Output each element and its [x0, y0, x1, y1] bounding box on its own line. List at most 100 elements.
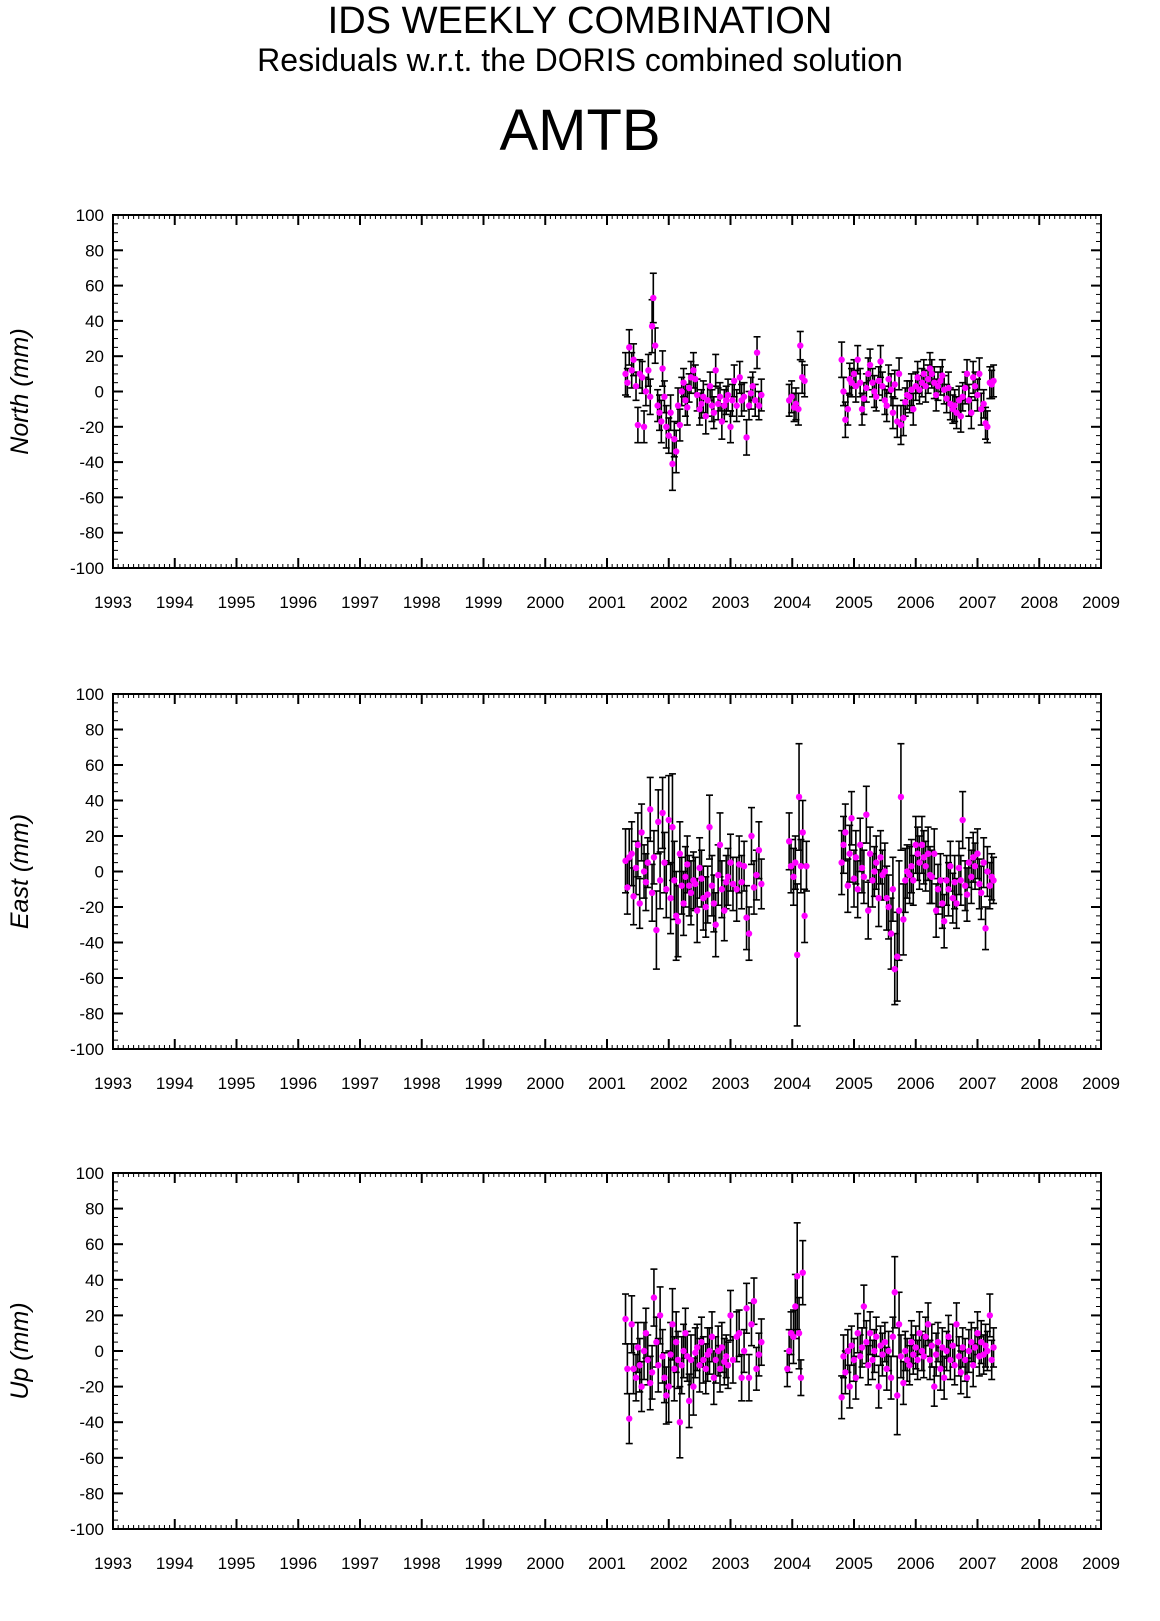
- east-data-point: [895, 907, 903, 914]
- up-data-point: [928, 1342, 936, 1349]
- east-data-point: [865, 907, 872, 914]
- north-y-tick-label: 0: [95, 383, 104, 402]
- east-y-tick-label: -40: [79, 934, 104, 953]
- up-data-point: [624, 1365, 631, 1373]
- up-data-point: [653, 1338, 660, 1346]
- north-data-point: [658, 418, 665, 425]
- north-data-point: [640, 423, 648, 430]
- east-data-point: [908, 862, 915, 870]
- east-data-point: [790, 873, 797, 881]
- up-data-point: [889, 1333, 897, 1340]
- north-data-point: [984, 423, 991, 430]
- up-data-point: [984, 1347, 991, 1355]
- up-data-point: [647, 1379, 654, 1387]
- east-data-point: [630, 893, 637, 900]
- east-data-point: [792, 859, 799, 866]
- east-data-point: [945, 886, 952, 893]
- up-x-tick-label: 2004: [773, 1554, 811, 1573]
- north-data-point: [622, 370, 629, 378]
- up-data-point: [939, 1344, 946, 1351]
- east-data-point: [846, 850, 853, 857]
- north-data-point: [883, 402, 890, 409]
- east-data-point: [743, 914, 750, 921]
- up-y-tick-label: -40: [79, 1413, 104, 1432]
- north-data-point: [902, 398, 909, 406]
- up-data-point: [740, 1347, 748, 1355]
- north-x-tick-label: 1994: [156, 593, 194, 612]
- east-data-point: [722, 878, 730, 886]
- up-x-tick-label: 2005: [835, 1554, 873, 1573]
- up-data-point: [854, 1330, 861, 1337]
- up-data-point: [978, 1338, 985, 1346]
- east-plot-frame: [112, 693, 1102, 1050]
- up-x-tick-label: 2009: [1082, 1554, 1120, 1573]
- north-data-point: [974, 391, 981, 399]
- east-data-point: [787, 862, 795, 870]
- east-data-point: [920, 854, 927, 861]
- east-x-tick-label: 2006: [897, 1074, 935, 1093]
- up-data-point: [873, 1333, 880, 1340]
- north-y-tick-label: -80: [79, 524, 104, 543]
- east-data-point: [885, 903, 892, 911]
- east-data-point: [902, 877, 909, 884]
- up-data-point: [842, 1369, 849, 1376]
- east-x-tick-label: 1995: [218, 1074, 256, 1093]
- up-data-point: [702, 1365, 709, 1373]
- up-data-point: [953, 1321, 960, 1328]
- east-x-tick-label: 2004: [773, 1074, 811, 1093]
- east-data-point: [753, 871, 760, 879]
- east-data-point: [797, 862, 805, 870]
- north-y-tick-label: -20: [79, 418, 104, 437]
- up-data-point: [718, 1344, 726, 1351]
- up-x-tick-label: 2008: [1020, 1554, 1058, 1573]
- east-data-point: [976, 880, 983, 888]
- east-data-point: [799, 829, 806, 836]
- east-data-point: [887, 930, 895, 937]
- north-data-point: [749, 383, 756, 390]
- up-data-point: [947, 1356, 954, 1364]
- east-data-point: [718, 886, 726, 893]
- up-data-point: [903, 1356, 911, 1364]
- up-data-point: [988, 1356, 995, 1364]
- north-data-point: [900, 414, 907, 422]
- east-data-point: [738, 878, 745, 886]
- up-data-point: [712, 1356, 719, 1364]
- north-data-point: [648, 322, 656, 330]
- east-data-point: [910, 877, 917, 884]
- north-y-tick-label: -60: [79, 488, 104, 507]
- north-data-point: [645, 367, 652, 374]
- north-data-point: [922, 383, 929, 390]
- north-data-point: [926, 365, 934, 372]
- up-data-point: [648, 1369, 656, 1376]
- north-data-point: [850, 370, 858, 378]
- east-data-point: [838, 859, 845, 866]
- east-data-point: [955, 864, 963, 872]
- north-data-point: [680, 379, 687, 386]
- up-data-point: [696, 1362, 703, 1369]
- north-data-point: [731, 377, 738, 385]
- north-data-point: [924, 375, 932, 383]
- east-y-tick-label: -60: [79, 969, 104, 988]
- north-data-point: [661, 393, 668, 400]
- north-data-point: [866, 361, 874, 369]
- north-data-point: [965, 397, 973, 404]
- north-data-point: [684, 404, 691, 411]
- north-data-point: [869, 379, 876, 386]
- east-data-point: [716, 841, 724, 849]
- up-data-point: [949, 1342, 956, 1349]
- north-data-point: [624, 379, 631, 386]
- east-data-point: [931, 850, 938, 857]
- up-x-tick-label: 1993: [94, 1554, 132, 1573]
- north-data-point: [667, 409, 674, 416]
- north-data-point: [895, 370, 903, 378]
- up-data-point: [755, 1351, 763, 1358]
- north-data-point: [733, 402, 740, 409]
- east-data-point: [634, 841, 642, 849]
- east-data-point: [953, 900, 960, 907]
- up-x-tick-label: 2001: [588, 1554, 626, 1573]
- north-data-point: [980, 400, 987, 408]
- up-data-point: [920, 1353, 927, 1360]
- east-data-point: [863, 811, 870, 818]
- north-x-tick-label: 2004: [773, 593, 811, 612]
- up-data-point: [990, 1344, 997, 1351]
